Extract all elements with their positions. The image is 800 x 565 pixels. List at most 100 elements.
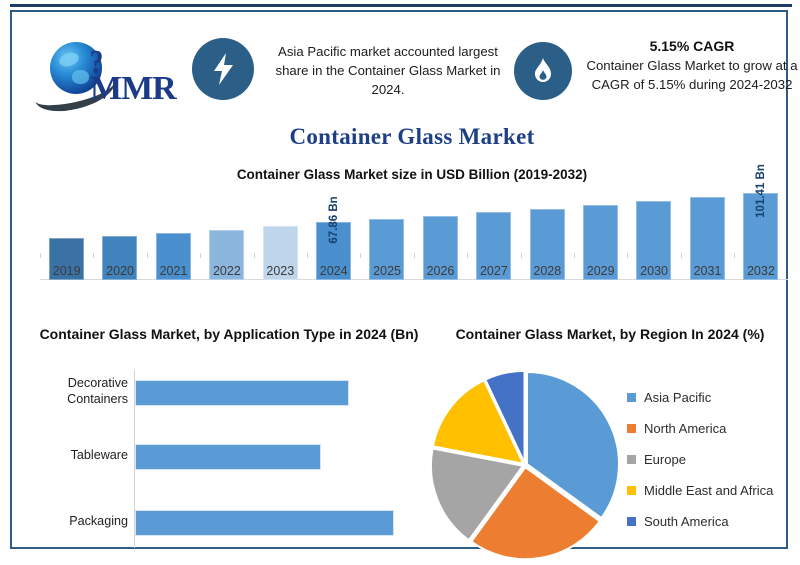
bar-column: 2021 xyxy=(146,184,200,280)
application-bar xyxy=(135,510,394,536)
mmr-logo: ? MMR xyxy=(31,36,180,117)
bar-column: 2023 xyxy=(253,184,307,280)
x-tick xyxy=(574,253,575,258)
bar xyxy=(529,209,565,280)
pie-slice xyxy=(484,369,526,464)
x-axis-label: 2021 xyxy=(159,264,188,278)
x-axis-label: 2030 xyxy=(640,264,668,278)
logo-q-mark: ? xyxy=(89,44,104,81)
bar-column: 2025 xyxy=(360,184,413,280)
application-bar-row: Tableware xyxy=(34,442,424,488)
x-tick xyxy=(520,253,522,258)
bar-chart-title: Container Glass Market size in USD Billi… xyxy=(236,167,588,182)
x-axis-label: 2031 xyxy=(693,264,722,278)
x-axis-line xyxy=(40,279,788,280)
bar-column: 2030 xyxy=(627,184,680,280)
pie-slice xyxy=(429,447,525,542)
cagr-headline: 5.15% CAGR xyxy=(649,38,735,54)
application-category-label: Packaging xyxy=(69,514,128,528)
bar xyxy=(49,238,84,280)
x-tick xyxy=(734,253,736,258)
bar xyxy=(743,193,779,280)
legend-label: South America xyxy=(644,514,729,529)
header: ? MMR Asia Pacific market accounted larg… xyxy=(24,24,798,124)
x-axis-label: 2020 xyxy=(106,264,134,278)
bar-column: 67.86 Bn 2024 xyxy=(307,184,360,280)
x-tick xyxy=(307,253,308,258)
bar-column: 2026 xyxy=(413,184,467,280)
x-tick xyxy=(40,253,41,258)
legend-label: Asia Pacific xyxy=(644,390,712,405)
bar xyxy=(102,236,138,280)
application-category-label: Tableware xyxy=(70,448,128,462)
top-accent-line xyxy=(10,4,792,7)
legend-swatch-icon xyxy=(627,393,636,402)
x-axis-label: 2027 xyxy=(479,264,508,278)
x-tick xyxy=(467,253,469,258)
infographic-frame: ? MMR Asia Pacific market accounted larg… xyxy=(10,10,798,561)
application-chart-title: Container Glass Market, by Application T… xyxy=(39,326,419,342)
page-title: Container Glass Market xyxy=(289,124,535,149)
bar xyxy=(262,226,298,280)
x-axis-label: 2029 xyxy=(586,264,615,278)
legend-swatch-icon xyxy=(627,486,636,495)
x-axis-label: 2025 xyxy=(373,264,401,278)
application-y-axis xyxy=(134,370,135,548)
legend-swatch-icon xyxy=(627,424,636,433)
bar xyxy=(583,205,618,280)
x-axis-label: 2028 xyxy=(533,264,562,278)
bar xyxy=(155,233,191,280)
legend-label: Europe xyxy=(644,452,686,467)
legend-item: South America xyxy=(627,506,800,537)
header-left-text: Asia Pacific market accounted largest sh… xyxy=(275,44,501,97)
application-bar xyxy=(135,444,321,470)
bar-value-label: 101.41 Bn xyxy=(754,164,767,218)
lightning-bolt-icon xyxy=(192,38,254,100)
logo-text: MMR xyxy=(90,70,177,107)
x-axis-label: 2026 xyxy=(426,264,455,278)
bar xyxy=(209,230,245,280)
header-right-text: Container Glass Market to grow at a CAGR… xyxy=(586,58,798,92)
legend-item: North America xyxy=(627,413,800,444)
region-pie-chart xyxy=(429,369,620,561)
application-bar-row: Decorative Containers xyxy=(34,376,424,424)
x-axis-label: 2024 xyxy=(319,264,348,278)
bar xyxy=(422,216,458,280)
bar-column: 2031 xyxy=(680,184,734,280)
bar-column: 2027 xyxy=(467,184,520,280)
legend-item: Asia Pacific xyxy=(627,382,800,413)
x-tick xyxy=(680,253,682,258)
bar-column: 2019 xyxy=(40,184,93,280)
globe-icon xyxy=(50,42,102,94)
pie-slice xyxy=(469,465,602,561)
application-bar-chart: Decorative Containers Tableware Packaging xyxy=(34,370,424,560)
bar xyxy=(316,222,351,280)
x-tick xyxy=(253,253,255,258)
bar-column: 2029 xyxy=(574,184,627,280)
x-tick xyxy=(413,253,415,258)
legend-item: Middle East and Africa xyxy=(627,475,800,506)
x-tick xyxy=(146,253,148,258)
pie-slice xyxy=(525,371,620,520)
legend-item: Europe xyxy=(627,444,800,475)
bar-column: 101.41 Bn 2032 xyxy=(734,164,787,280)
legend-swatch-icon xyxy=(627,517,636,526)
application-bar-row: Packaging xyxy=(34,508,424,554)
x-axis-label: 2022 xyxy=(212,264,241,278)
x-tick xyxy=(93,253,95,258)
bar-column: 2022 xyxy=(200,184,253,280)
bar xyxy=(689,197,725,280)
bar xyxy=(369,219,405,280)
pie-slice xyxy=(431,379,526,466)
region-chart-title: Container Glass Market, by Region In 202… xyxy=(455,326,765,342)
legend-label: North America xyxy=(644,421,727,436)
bar xyxy=(476,212,512,280)
bar-value-label: 67.86 Bn xyxy=(327,196,340,244)
legend-swatch-icon xyxy=(627,455,636,464)
flame-icon xyxy=(514,42,572,100)
legend-label: Middle East and Africa xyxy=(644,483,774,498)
x-axis-label: 2032 xyxy=(746,264,775,278)
x-axis-label: 2019 xyxy=(52,264,81,278)
x-tick xyxy=(360,253,362,258)
x-tick xyxy=(200,253,202,258)
